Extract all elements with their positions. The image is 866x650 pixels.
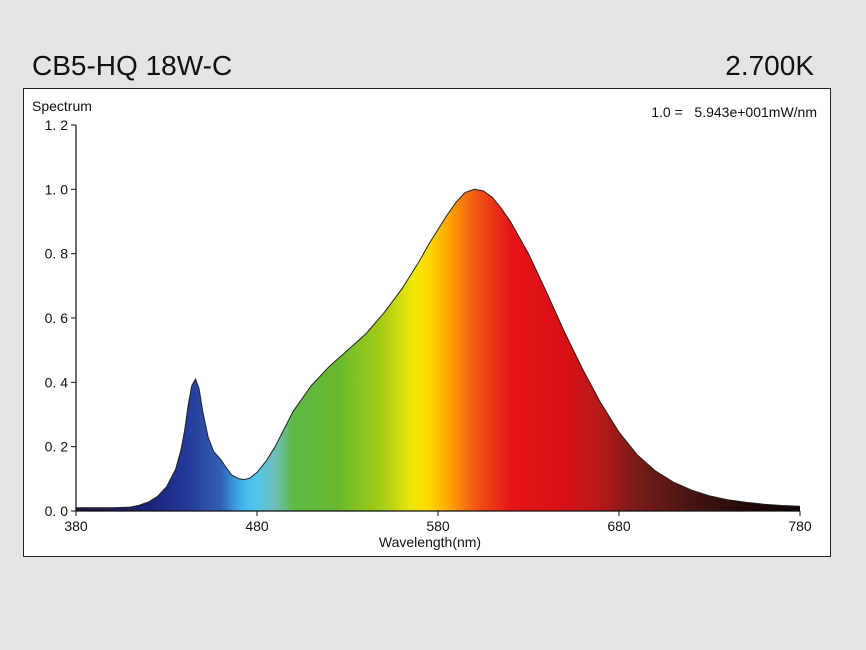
y-axis-label: Spectrum	[32, 98, 92, 114]
x-tick-label: 780	[788, 518, 812, 534]
x-tick-label: 480	[245, 518, 269, 534]
y-tick-label: 0. 4	[45, 374, 69, 390]
y-tick-label: 0. 6	[45, 310, 69, 326]
scale-annotation: 1.0 = 5.943e+001mW/nm	[651, 104, 817, 120]
y-tick-label: 0. 2	[45, 439, 69, 455]
spectrum-chart: 0. 0 0. 2 0. 4 0. 6 0. 8 1. 0 1. 2 380 480 580 68…	[23, 88, 831, 557]
x-tick-label: 380	[64, 518, 88, 534]
spectrum-fill	[76, 189, 800, 511]
y-tick-label: 1. 0	[45, 181, 69, 197]
header-title: CB5-HQ 18W-C	[32, 50, 233, 81]
y-tick-label: 1. 2	[45, 117, 69, 133]
x-axis-label: Wavelength(nm)	[379, 534, 481, 550]
spectrum-chart-svg: 0. 0 0. 2 0. 4 0. 6 0. 8 1. 0 1. 2 380 480 580 68…	[32, 98, 817, 550]
x-tick-label: 580	[426, 518, 450, 534]
spectrum-line	[76, 188, 801, 509]
header-cct: 2.700K	[725, 50, 814, 81]
x-tick-label: 680	[607, 518, 631, 534]
y-tick-label: 0. 8	[45, 246, 69, 262]
y-tick-label: 0. 0	[45, 503, 69, 519]
